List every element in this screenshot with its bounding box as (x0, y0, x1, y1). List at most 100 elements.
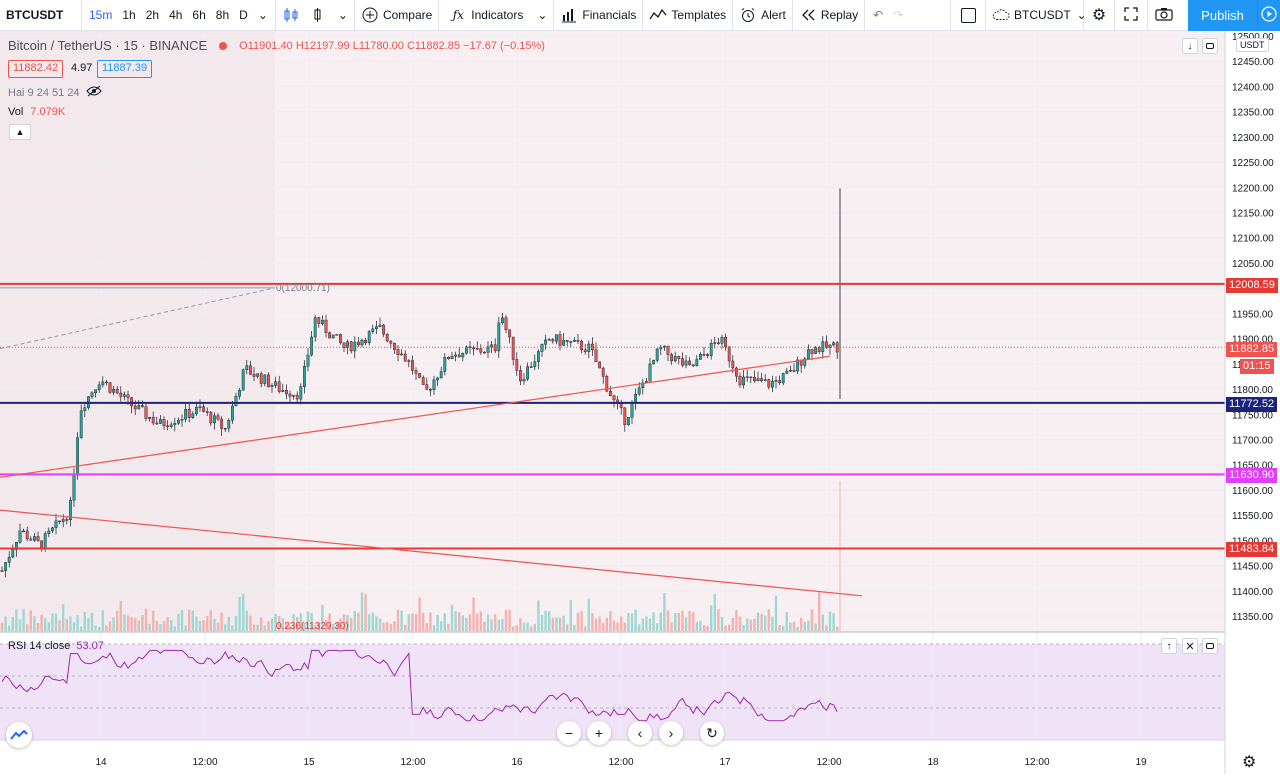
candle-body (580, 340, 584, 351)
camera-icon (1155, 7, 1173, 24)
volume-bar (544, 610, 547, 631)
volume-bar (760, 614, 763, 631)
cloud-dropdown-icon[interactable]: ⌄ (1076, 8, 1087, 22)
volume-bar (562, 615, 565, 631)
timeframe-4h[interactable]: 4h (169, 8, 183, 22)
ask-price-box[interactable]: 11887.39 (97, 60, 153, 78)
indicators-dropdown-icon[interactable]: ⌄ (537, 8, 548, 22)
settings-button[interactable]: ⚙ (1084, 0, 1115, 31)
volume-bar (764, 615, 767, 631)
replay-button[interactable]: Replay (793, 0, 866, 31)
candle-body (673, 356, 677, 362)
candle-body (349, 341, 353, 352)
volume-bar (659, 612, 662, 631)
price-tick-label: 11800.00 (1232, 385, 1273, 396)
volume-bar (558, 617, 562, 631)
rsi-legend[interactable]: RSI 14 close 53.07 (8, 640, 104, 652)
candle-body (234, 396, 238, 407)
timeframe-6h[interactable]: 6h (192, 8, 206, 22)
timeframe-8h[interactable]: 8h (215, 8, 230, 22)
volume-bar (245, 610, 248, 631)
candle-body (328, 332, 331, 339)
layout-button[interactable] (950, 0, 986, 31)
timeframe-2h[interactable]: 2h (145, 8, 160, 22)
publish-button[interactable]: Publish (1188, 0, 1257, 31)
volume-bar (627, 613, 630, 631)
chevron-left-icon: ‹ (637, 725, 643, 741)
scroll-right-button[interactable]: › (659, 721, 683, 745)
volume-bar (238, 596, 241, 631)
fx-icon: ƒx (452, 8, 464, 22)
candle-body (4, 562, 8, 571)
fullscreen-button[interactable] (1115, 0, 1148, 31)
chart-canvas[interactable]: 80.0060.0040.0020.00 12500.0012450.00124… (0, 31, 1280, 774)
timeframe-1h[interactable]: 1h (122, 8, 136, 22)
axis-settings-icon[interactable]: ⚙ (1242, 754, 1257, 771)
candle-body (601, 367, 605, 377)
chart-area[interactable]: 80.0060.0040.0020.00 12500.0012450.00124… (0, 31, 1280, 774)
volume-bar (584, 626, 587, 631)
snapshot-button[interactable] (1148, 0, 1180, 31)
scroll-down-icon[interactable]: ↓ (1182, 38, 1198, 54)
timeframe-15m[interactable]: 15m (89, 8, 113, 22)
candle-body (688, 360, 692, 365)
candle-body (162, 419, 166, 427)
reset-chart-button[interactable]: ↻ (700, 721, 724, 745)
bid-price-box[interactable]: 11882.42 (8, 60, 64, 78)
reset-icon: ↻ (706, 724, 718, 741)
volume-bar (144, 608, 148, 631)
indicator-legend-row[interactable]: Hai 9 24 51 24 (8, 85, 102, 100)
chart-type-dropdown-icon[interactable]: ⌄ (337, 8, 348, 22)
candle-body (414, 370, 418, 374)
candle-body (267, 374, 270, 387)
tradingview-logo[interactable] (6, 722, 32, 748)
candle-body (90, 392, 94, 397)
cloud-layout-button[interactable]: BTCUSDT ⌄ (986, 0, 1087, 31)
redo-icon[interactable]: ↷ (893, 8, 904, 22)
volume-bar (213, 619, 216, 631)
play-menu-button[interactable] (1257, 0, 1280, 31)
bars-type-icon[interactable] (310, 6, 328, 24)
candle-body (684, 360, 688, 366)
collapse-legend-button[interactable]: ▲ (9, 124, 31, 140)
undo-redo-group: ↶ ↷ (865, 0, 911, 31)
rsi-close-icon[interactable]: ✕ (1182, 638, 1198, 654)
volume-bar (105, 625, 108, 631)
candle-body (425, 384, 429, 390)
eye-crossed-icon[interactable] (85, 85, 102, 100)
time-axis[interactable]: 14 12:00 15 12:00 16 12:00 17 12:00 18 12:00 19 (0, 739, 1225, 768)
candle-body (666, 345, 670, 355)
candle-body (699, 354, 702, 360)
candle-body (367, 331, 371, 344)
scroll-left-button[interactable]: ‹ (628, 721, 652, 745)
volume-bar (4, 616, 7, 631)
indicators-button[interactable]: ƒx Indicators ⌄ (439, 0, 555, 31)
symbol-search-button[interactable]: BTCUSDT (0, 0, 82, 31)
candles-icon[interactable] (282, 6, 300, 24)
rsi-move-up-icon[interactable]: ↑ (1161, 638, 1177, 654)
candle-body (126, 394, 130, 398)
candle-body (47, 530, 51, 534)
rsi-maximize-icon[interactable] (1202, 638, 1218, 654)
time-tick-label: 16 (511, 757, 523, 768)
volume-bars (0, 481, 841, 631)
legend-title[interactable]: Bitcoin / TetherUS · 15 · BINANCE (8, 38, 208, 53)
zoom-in-button[interactable]: + (587, 721, 611, 745)
templates-button[interactable]: Templates (643, 0, 734, 31)
timeframe-D[interactable]: D (239, 8, 248, 22)
compare-button[interactable]: Compare (355, 0, 440, 31)
undo-icon[interactable]: ↶ (873, 8, 884, 22)
candle-body (144, 406, 148, 419)
volume-legend-row[interactable]: Vol 7.079K (8, 106, 65, 118)
timeframe-dropdown-icon[interactable]: ⌄ (257, 8, 268, 22)
chart-type-group: ⌄ (276, 0, 355, 31)
timeframe-group: 15m 1h 2h 4h 6h 8h D ⌄ (82, 0, 276, 31)
volume-bar (191, 610, 194, 631)
currency-label[interactable]: USDT (1236, 38, 1269, 52)
alert-button[interactable]: Alert (733, 0, 793, 31)
zoom-out-button[interactable]: − (557, 721, 581, 745)
price-tick-label: 12200.00 (1232, 183, 1274, 194)
financials-button[interactable]: Financials (554, 0, 644, 31)
maximize-pane-icon[interactable] (1202, 38, 1218, 54)
price-tick-label: 12250.00 (1232, 158, 1274, 169)
